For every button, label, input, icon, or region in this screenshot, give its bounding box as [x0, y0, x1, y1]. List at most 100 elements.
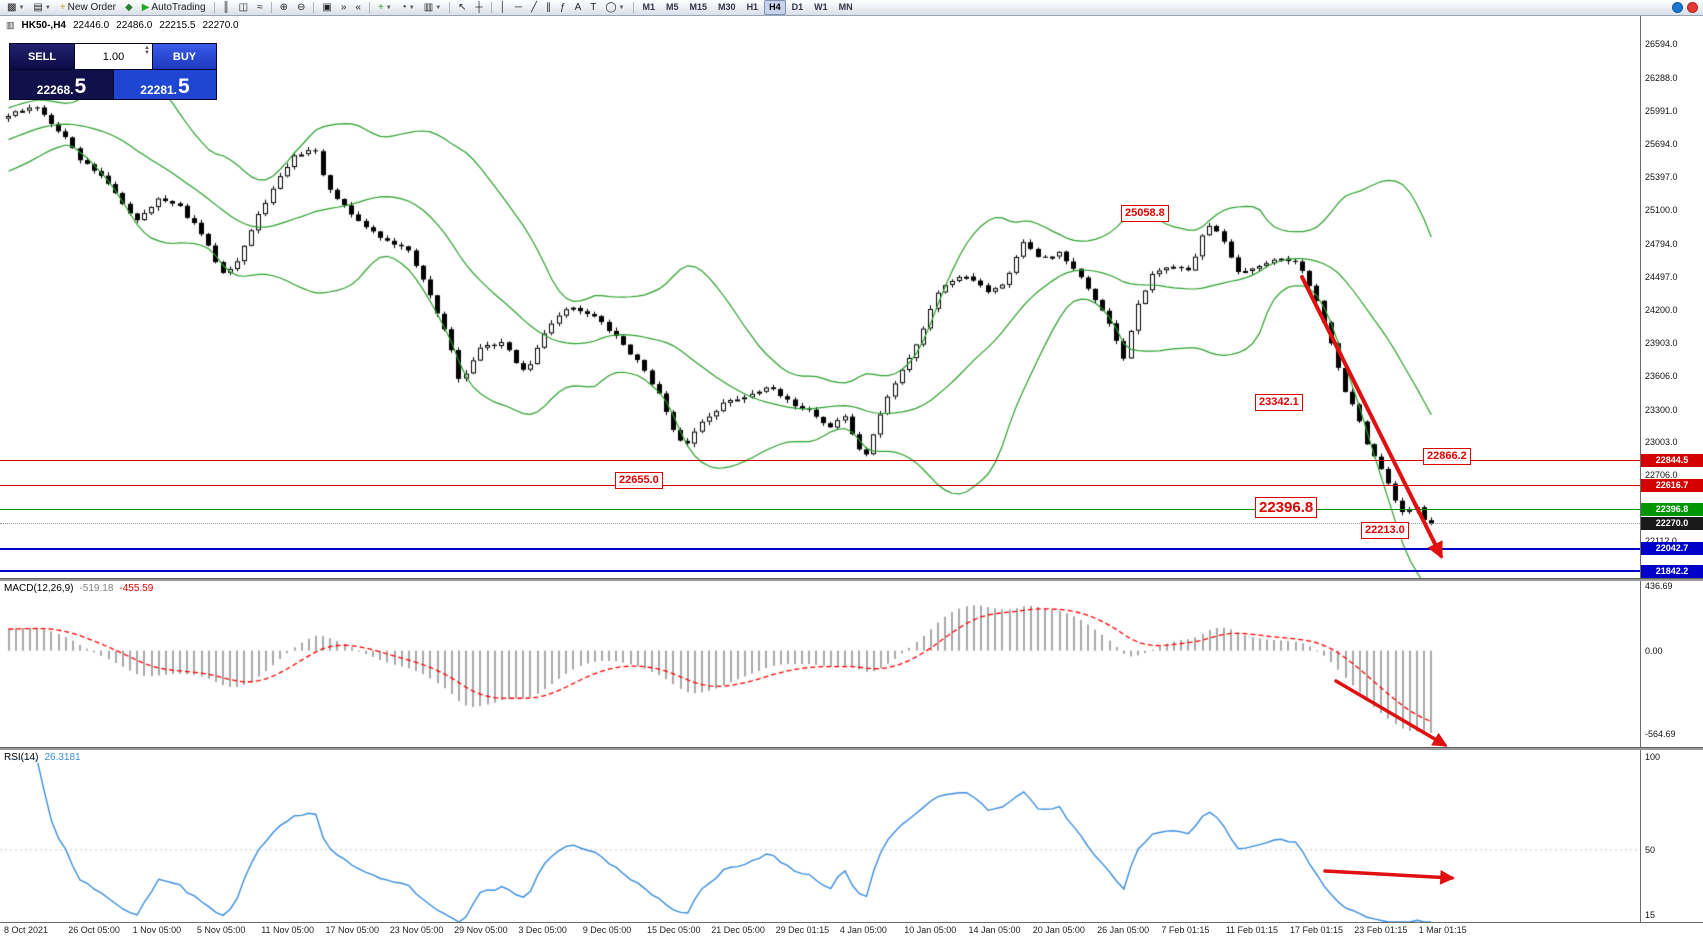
crosshair-icon: ┼: [475, 1, 483, 13]
price-annotation[interactable]: 22213.0: [1361, 522, 1409, 539]
timeframe-mn[interactable]: MN: [838, 2, 853, 12]
time-axis-label: 29 Dec 01:15: [775, 925, 830, 935]
autotrading-button[interactable]: ▶ AutoTrading: [138, 0, 210, 16]
indicators-icon: +: [377, 1, 384, 13]
trendline-icon: ╱: [530, 1, 537, 13]
templates-icon: ▥: [423, 1, 434, 13]
toolbar-separator: [368, 2, 370, 13]
time-axis-label: 29 Nov 05:00: [454, 925, 508, 935]
zoom-out-button[interactable]: ⊖: [293, 0, 309, 16]
timeframe-m5[interactable]: M5: [666, 2, 679, 12]
auto-scroll-button[interactable]: »: [337, 0, 351, 16]
profiles-icon: ▤: [33, 1, 43, 13]
time-axis-label: 3 Dec 05:00: [518, 925, 567, 935]
sell-price[interactable]: 22268. 5: [10, 70, 114, 99]
mql5-community-icon[interactable]: ◆: [121, 0, 137, 16]
horizontal-line-button[interactable]: ─: [511, 0, 526, 16]
text-icon: A: [574, 1, 582, 13]
time-axis-label: 7 Feb 01:15: [1161, 925, 1210, 935]
zoom-out-icon: ⊖: [296, 1, 306, 13]
price-axis-tick: 23606.0: [1645, 370, 1678, 381]
buy-price[interactable]: 22281. 5: [114, 70, 216, 99]
vertical-line-button[interactable]: │: [496, 0, 510, 16]
toolbar-separator: [213, 2, 215, 13]
price-tag-22616.7: 22616.7: [1641, 478, 1703, 492]
timeframe-m1[interactable]: M1: [642, 2, 656, 12]
price-annotation[interactable]: 22655.0: [615, 472, 663, 489]
crosshair-button[interactable]: ┼: [472, 0, 487, 16]
price-tag-22270.0: 22270.0: [1641, 517, 1703, 531]
new-order-button[interactable]: + New Order: [56, 0, 120, 16]
buy-button[interactable]: BUY: [153, 44, 216, 69]
horizontal-line-22616.7[interactable]: [0, 484, 1640, 486]
toolbar-button-label: AutoTrading: [151, 2, 206, 13]
zoom-in-button[interactable]: ⊕: [276, 0, 292, 16]
time-axis-label: 26 Oct 05:00: [68, 925, 120, 935]
mql5-community-icon-icon: ◆: [125, 1, 133, 13]
candlestick-chart-button[interactable]: ◫: [235, 0, 252, 16]
chart-shift-button[interactable]: «: [351, 0, 365, 16]
indicators-button[interactable]: + ▼: [374, 0, 396, 16]
line-chart-button[interactable]: ≈: [253, 0, 267, 16]
price-axis-tick: 25694.0: [1645, 139, 1678, 150]
macd-axis-tick: 0.00: [1645, 645, 1663, 656]
news-alert-icon[interactable]: [1687, 2, 1698, 13]
time-axis-label: 9 Dec 05:00: [582, 925, 632, 935]
horizontal-line-22396.8[interactable]: [0, 509, 1640, 511]
shapes-button[interactable]: ◯ ▼: [601, 0, 628, 16]
sell-price-main: 22268.: [36, 83, 74, 97]
channel-button[interactable]: ∥: [542, 0, 555, 16]
timeframe-m30[interactable]: M30: [718, 2, 736, 12]
toolbar-separator: [490, 2, 492, 13]
price-axis-tick: 22112.0: [1645, 536, 1677, 547]
zoom-in-icon: ⊕: [279, 1, 288, 13]
profiles-button[interactable]: ▤ ▼: [29, 0, 54, 16]
buy-price-main: 22281.: [140, 83, 177, 97]
volume-input[interactable]: 1.00 ▲ ▼: [75, 44, 153, 69]
timeframe-w1[interactable]: W1: [814, 2, 828, 12]
price-annotation[interactable]: 22396.8: [1255, 497, 1318, 518]
price-chart-canvas[interactable]: [0, 16, 1640, 578]
timeframe-m15[interactable]: M15: [689, 2, 708, 12]
timeframe-h4[interactable]: H4: [764, 0, 786, 15]
trendline-button[interactable]: ╱: [527, 0, 541, 16]
new-order-icon: +: [59, 1, 66, 13]
rsi-label: RSI(14) 26.3181: [4, 752, 81, 763]
periods-button[interactable]: ◔ ▼: [397, 0, 419, 16]
price-tag-21842.2: 21842.2: [1641, 564, 1703, 578]
new-chart-button[interactable]: ▩ ▼: [3, 0, 28, 16]
rsi-panel-canvas[interactable]: [0, 750, 1640, 922]
time-axis-label: 8 Oct 2021: [4, 925, 49, 935]
panel-separator[interactable]: [0, 747, 1703, 750]
toolbar-buttons: ▩ ▼ ▤ ▼ + New Order ◆ ▶ AutoTrading ║ ◫ ≈ ⊕ ⊖ ▣» «+ ▼ ◔ ▼ ▥…: [3, 0, 858, 15]
sell-button[interactable]: SELL: [10, 44, 75, 69]
price-axis-tick: 25100.0: [1645, 204, 1678, 215]
horizontal-line-21842.2[interactable]: [0, 570, 1640, 573]
horizontal-line-22270[interactable]: [0, 523, 1640, 525]
channel-icon: ∥: [546, 1, 551, 13]
price-annotation[interactable]: 25058.8: [1121, 205, 1169, 222]
panel-separator[interactable]: [0, 578, 1703, 581]
templates-button[interactable]: ▥ ▼: [420, 0, 445, 16]
timeframe-h1[interactable]: H1: [746, 2, 759, 12]
fibonacci-button[interactable]: ƒ: [556, 0, 570, 16]
bar-chart-button[interactable]: ║: [219, 0, 234, 16]
horizontal-line-22844.5[interactable]: [0, 459, 1640, 461]
volume-stepper[interactable]: ▲ ▼: [144, 45, 150, 56]
cursor-button[interactable]: ↖: [454, 0, 470, 16]
price-annotation[interactable]: 23342.1: [1255, 394, 1303, 411]
time-axis-label: 1 Nov 05:00: [132, 925, 182, 935]
horizontal-line-22042.7[interactable]: [0, 547, 1640, 550]
tile-windows-button[interactable]: ▣: [318, 0, 335, 16]
shapes-icon: ◯: [605, 1, 617, 13]
price-annotation[interactable]: 22866.2: [1423, 448, 1471, 465]
macd-panel-canvas[interactable]: [0, 581, 1640, 747]
price-axis-tick: 24200.0: [1645, 304, 1678, 315]
timeframe-d1[interactable]: D1: [791, 2, 804, 12]
label-button[interactable]: T: [586, 0, 600, 16]
chevron-down-icon: ▼: [44, 4, 51, 11]
ohlc-open: 22446.0: [72, 20, 110, 31]
community-icon[interactable]: [1672, 2, 1683, 13]
text-button[interactable]: A: [571, 0, 586, 16]
ohlc-close: 22270.0: [202, 20, 239, 31]
